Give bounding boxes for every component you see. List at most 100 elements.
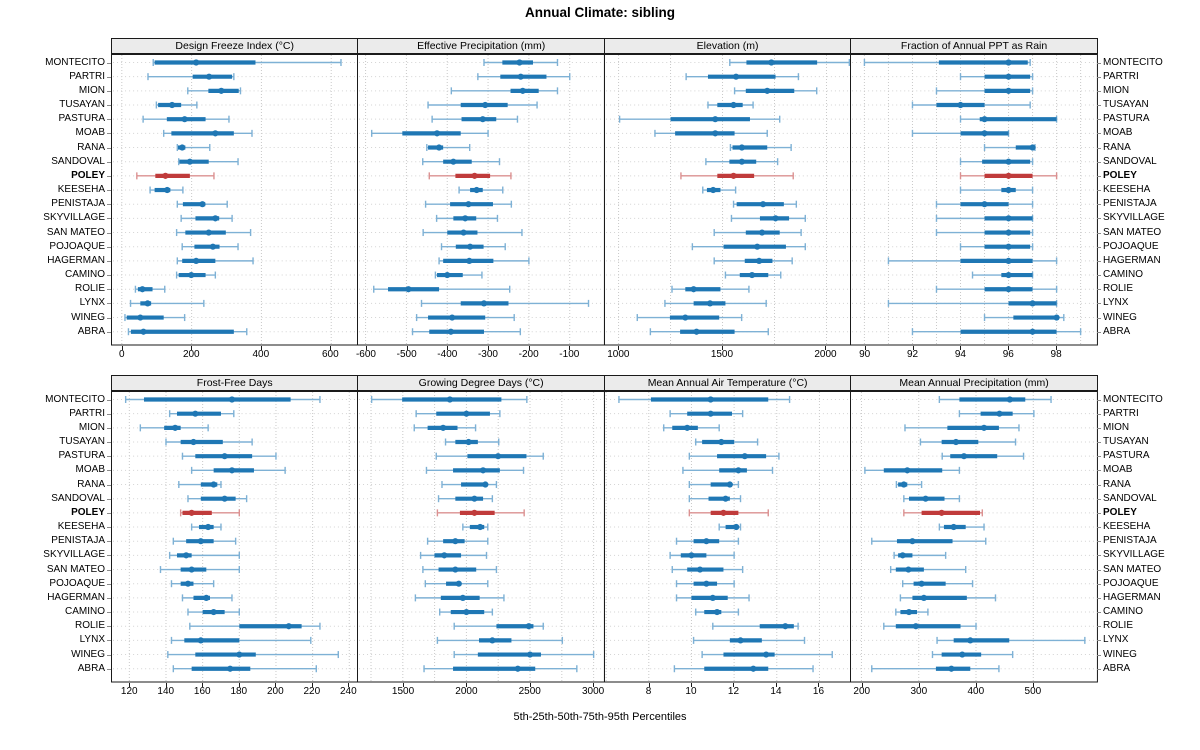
percentile-row-mean-annual-precipitation bbox=[903, 495, 961, 503]
percentile-row-frost-free-days bbox=[139, 424, 209, 432]
station-label-right: KEESEHA bbox=[1103, 521, 1151, 533]
station-label-right: SKYVILLAGE bbox=[1103, 212, 1165, 224]
row-tick-left bbox=[107, 456, 111, 458]
row-tick-left bbox=[107, 204, 111, 206]
row-tick-right bbox=[1096, 583, 1101, 585]
tick-label-frost-free-days: 240 bbox=[339, 685, 357, 697]
tick-design-freeze-index bbox=[191, 345, 193, 350]
row-tick-left bbox=[107, 232, 111, 234]
x-axis-effective-precipitation: -600 -500 -400 -300 -200 -100 bbox=[356, 345, 603, 362]
row-tick-right bbox=[1096, 303, 1101, 305]
percentile-row-mean-annual-air-temperature bbox=[662, 424, 720, 432]
percentile-row-fraction-ppt-rain bbox=[960, 172, 1058, 180]
percentile-row-elevation bbox=[685, 73, 800, 81]
percentile-row-effective-precipitation bbox=[483, 59, 559, 66]
percentile-row-effective-precipitation bbox=[451, 87, 559, 95]
tick-label-growing-degree-days: 2000 bbox=[455, 685, 478, 697]
station-label-right: ABRA bbox=[1103, 662, 1131, 674]
tick-mean-annual-precipitation bbox=[861, 682, 863, 687]
percentile-row-design-freeze-index bbox=[129, 299, 205, 307]
percentile-row-fraction-ppt-rain bbox=[960, 243, 1034, 251]
percentile-row-effective-precipitation bbox=[458, 186, 504, 194]
percentile-row-mean-annual-precipitation bbox=[864, 466, 961, 474]
percentile-row-frost-free-days bbox=[167, 651, 339, 659]
tick-effective-precipitation bbox=[406, 345, 408, 350]
station-label-right: TUSAYAN bbox=[1103, 99, 1149, 110]
percentile-row-fraction-ppt-rain bbox=[912, 328, 1082, 336]
tick-label-elevation: 1000 bbox=[607, 348, 630, 360]
row-tick-left bbox=[107, 218, 111, 220]
row-tick-left bbox=[107, 668, 111, 670]
station-label-right: RANA bbox=[1103, 478, 1131, 490]
percentile-row-fraction-ppt-rain bbox=[960, 186, 1034, 194]
station-label-right: TUSAYAN bbox=[1103, 436, 1149, 447]
percentile-row-fraction-ppt-rain bbox=[912, 129, 1010, 137]
tick-growing-degree-days bbox=[403, 682, 405, 687]
percentile-row-growing-degree-days bbox=[371, 396, 528, 403]
percentile-row-elevation bbox=[654, 129, 768, 137]
percentile-row-growing-degree-days bbox=[415, 594, 506, 602]
station-label-right: ROLIE bbox=[1103, 620, 1134, 632]
row-tick-right bbox=[1096, 498, 1101, 500]
station-label-right: PASTURA bbox=[1103, 450, 1150, 462]
panel-effective-precipitation bbox=[357, 54, 605, 346]
tick-fraction-ppt-rain bbox=[1008, 345, 1010, 350]
tick-label-fraction-ppt-rain: 98 bbox=[1050, 348, 1062, 360]
percentile-row-fraction-ppt-rain bbox=[864, 59, 1032, 66]
station-label-right: LYNX bbox=[1103, 297, 1129, 309]
percentile-row-fraction-ppt-rain bbox=[984, 144, 1037, 152]
row-tick-right bbox=[1096, 427, 1101, 429]
station-label-left: MONTECITO bbox=[45, 393, 105, 405]
percentile-row-effective-precipitation bbox=[416, 314, 516, 322]
percentile-row-growing-degree-days bbox=[435, 452, 545, 460]
row-tick-left bbox=[107, 484, 111, 486]
percentile-row-growing-degree-days bbox=[441, 481, 498, 489]
percentile-row-design-freeze-index bbox=[149, 186, 184, 194]
station-label-left: SANDOVAL bbox=[51, 155, 105, 167]
tick-label-mean-annual-air-temperature: 16 bbox=[812, 685, 825, 697]
percentile-row-elevation bbox=[664, 299, 767, 307]
row-tick-left bbox=[107, 399, 111, 401]
percentile-row-elevation bbox=[707, 101, 754, 109]
tick-growing-degree-days bbox=[466, 682, 468, 687]
percentile-row-mean-annual-air-temperature bbox=[675, 580, 735, 588]
strip-label-frost-free-days: Frost-Free Days bbox=[196, 377, 273, 389]
strip-label-mean-annual-precipitation: Mean Annual Precipitation (mm) bbox=[899, 377, 1049, 389]
percentile-row-growing-degree-days bbox=[415, 410, 502, 418]
station-label-right: ABRA bbox=[1103, 325, 1131, 337]
row-tick-right bbox=[1096, 512, 1101, 514]
percentile-row-mean-annual-air-temperature bbox=[694, 438, 759, 446]
percentile-row-frost-free-days bbox=[179, 509, 241, 517]
tick-effective-precipitation bbox=[365, 345, 367, 350]
station-label-right: MION bbox=[1103, 84, 1130, 96]
row-tick-right bbox=[1096, 569, 1101, 571]
percentile-row-mean-annual-precipitation bbox=[890, 566, 967, 574]
tick-fraction-ppt-rain bbox=[1056, 345, 1058, 350]
percentile-row-design-freeze-index bbox=[155, 101, 198, 109]
percentile-row-effective-precipitation bbox=[431, 115, 519, 123]
percentile-row-growing-degree-days bbox=[425, 580, 489, 588]
station-label-left: POLEY bbox=[71, 506, 105, 518]
percentile-row-frost-free-days bbox=[178, 481, 222, 489]
row-tick-left bbox=[107, 654, 111, 656]
station-label-right: SAN MATEO bbox=[1103, 563, 1162, 575]
tick-label-design-freeze-index: 600 bbox=[321, 348, 339, 360]
percentile-row-mean-annual-precipitation bbox=[903, 509, 984, 517]
percentile-row-mean-annual-air-temperature bbox=[682, 466, 774, 474]
percentile-row-mean-annual-precipitation bbox=[883, 622, 978, 630]
station-label-left: ROLIE bbox=[74, 620, 105, 632]
tick-growing-degree-days bbox=[529, 682, 531, 687]
percentile-row-elevation bbox=[713, 229, 802, 237]
station-label-left: ABRA bbox=[77, 662, 105, 674]
percentile-row-effective-precipitation bbox=[441, 243, 507, 251]
row-tick-right bbox=[1096, 654, 1101, 656]
row-tick-left bbox=[107, 147, 111, 149]
tick-label-mean-annual-air-temperature: 12 bbox=[727, 685, 740, 697]
percentile-row-mean-annual-air-temperature bbox=[618, 396, 791, 403]
strip-elevation: Elevation (m) bbox=[603, 38, 852, 54]
percentile-row-frost-free-days bbox=[187, 608, 241, 616]
strip-effective-precipitation: Effective Precipitation (mm) bbox=[357, 38, 605, 54]
percentile-row-growing-degree-days bbox=[422, 566, 498, 574]
row-tick-left bbox=[107, 541, 111, 543]
percentile-row-effective-precipitation bbox=[436, 214, 499, 222]
